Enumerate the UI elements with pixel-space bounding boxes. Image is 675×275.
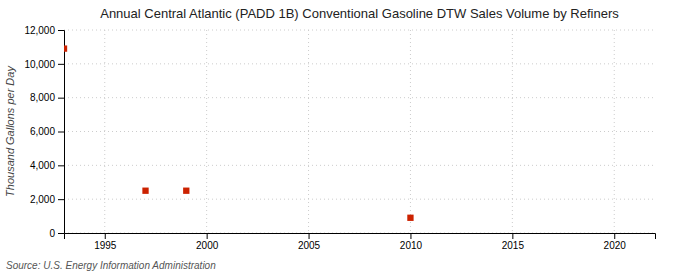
- grid-line: [614, 30, 615, 233]
- tick: 12,000: [24, 25, 64, 36]
- axis-line: [65, 234, 656, 240]
- points: [64, 45, 414, 220]
- grid-line: [64, 199, 655, 200]
- plot: 1995 2000 2005 2010 2015 2020 0 2,000 4,000 6,000…: [24, 25, 655, 251]
- y-axis: 0 2,000 4,000 6,000 8,000 10,000 12,000: [24, 25, 64, 239]
- grid-line: [64, 63, 655, 64]
- tick-mark: [410, 233, 411, 239]
- x-axis: 1995 2000 2005 2010 2015 2020: [65, 233, 656, 251]
- grid-line: [64, 131, 655, 132]
- tick-label: 2,000: [30, 194, 55, 205]
- tick-mark: [512, 233, 513, 239]
- tick: 8,000: [30, 92, 64, 103]
- axis-line: [58, 31, 65, 234]
- tick-mark: [58, 30, 64, 31]
- tick: 2020: [604, 233, 627, 251]
- tick: 4,000: [30, 160, 64, 171]
- grid: [64, 30, 655, 233]
- grid-line: [64, 97, 655, 98]
- point: [142, 188, 148, 194]
- tick-mark: [58, 98, 64, 99]
- tick: 2,000: [30, 194, 64, 205]
- annotation: Source: U.S. Energy Information Administ…: [6, 260, 216, 271]
- grid-line: [64, 165, 655, 166]
- tick-mark: [105, 233, 106, 239]
- tick-label: 1995: [94, 240, 117, 251]
- point: [407, 215, 413, 221]
- tick-mark: [58, 132, 64, 133]
- tick-mark: [58, 233, 64, 234]
- tick: 10,000: [24, 59, 64, 70]
- tick-label: 8,000: [30, 92, 55, 103]
- tick-label: 2000: [196, 240, 219, 251]
- y-axis-title: Thousand Gallons per Day: [4, 65, 16, 197]
- tick-label: 4,000: [30, 160, 55, 171]
- point: [64, 45, 67, 51]
- tick: 1995: [94, 233, 117, 251]
- chart: 1995 2000 2005 2010 2015 2020 0 2,000 4,000 6,000…: [0, 0, 675, 275]
- tick-label: 0: [49, 228, 55, 239]
- tick-label: 2005: [298, 240, 321, 251]
- tick-label: 6,000: [30, 126, 55, 137]
- point: [183, 188, 189, 194]
- tick: 2015: [502, 233, 525, 251]
- title: Annual Central Atlantic (PADD 1B) Conven…: [100, 6, 619, 21]
- grid-line: [64, 30, 655, 31]
- tick-label: 10,000: [24, 59, 55, 70]
- tick-label: 2020: [604, 240, 627, 251]
- tick-mark: [207, 233, 208, 239]
- tick: 2005: [298, 233, 321, 251]
- tick: 2000: [196, 233, 219, 251]
- tick-mark: [58, 64, 64, 65]
- tick-mark: [614, 233, 615, 239]
- tick: 6,000: [30, 126, 64, 137]
- tick-mark: [58, 165, 64, 166]
- tick: 2010: [400, 233, 423, 251]
- tick: 0: [49, 228, 64, 239]
- tick-label: 2010: [400, 240, 423, 251]
- tick-label: 2015: [502, 240, 525, 251]
- tick-mark: [58, 199, 64, 200]
- grid-line: [206, 30, 207, 233]
- grid-line: [410, 30, 411, 233]
- tick-label: 12,000: [24, 25, 55, 36]
- tick-mark: [309, 233, 310, 239]
